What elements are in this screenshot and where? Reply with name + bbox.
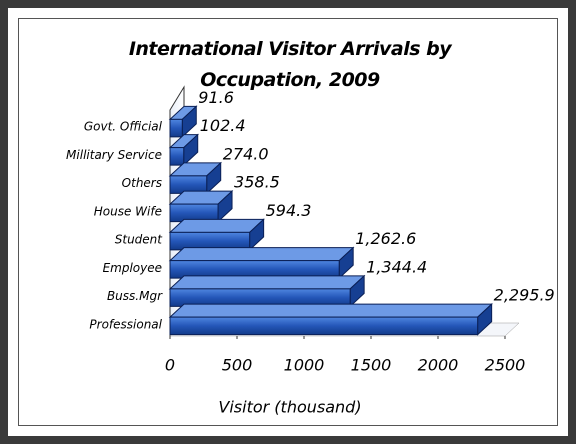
value-label: 358.5	[234, 173, 280, 192]
x-tick-label: 1000	[284, 356, 325, 375]
category-label: Professional	[89, 317, 162, 331]
category-label: Employee	[103, 261, 162, 275]
value-label: 102.4	[200, 116, 246, 135]
category-label: Govt. Official	[84, 120, 163, 134]
bar-top	[168, 247, 355, 262]
value-label: 1,344.4	[366, 257, 427, 276]
bar-top	[168, 218, 265, 233]
value-label: 594.3	[266, 201, 312, 220]
bar	[169, 316, 479, 336]
chart-title: International Visitor Arrivals by Occupa…	[128, 38, 452, 91]
category-label: Student	[115, 233, 164, 247]
category-label: Millitary Service	[66, 148, 162, 162]
x-tick-label: 500	[222, 356, 253, 375]
category-label: Buss.Mgr	[107, 289, 163, 303]
value-label: 2,295.9	[494, 286, 555, 305]
bar-top	[168, 275, 366, 290]
value-label: 91.6	[198, 88, 234, 107]
category-label: House Wife	[94, 204, 162, 218]
x-tick-label: 0	[165, 356, 175, 375]
bar	[169, 118, 183, 138]
x-tick-label: 1500	[351, 356, 392, 375]
x-tick-label: 2000	[418, 356, 459, 375]
value-label: 274.0	[223, 144, 269, 163]
x-axis-label: Visitor (thousand)	[218, 398, 361, 417]
bar-top	[168, 303, 493, 318]
category-label: Others	[122, 176, 162, 190]
plot-frame	[18, 18, 558, 426]
bar	[169, 147, 185, 166]
value-label: 1,262.6	[355, 229, 416, 248]
x-tick-label: 2500	[485, 356, 526, 375]
